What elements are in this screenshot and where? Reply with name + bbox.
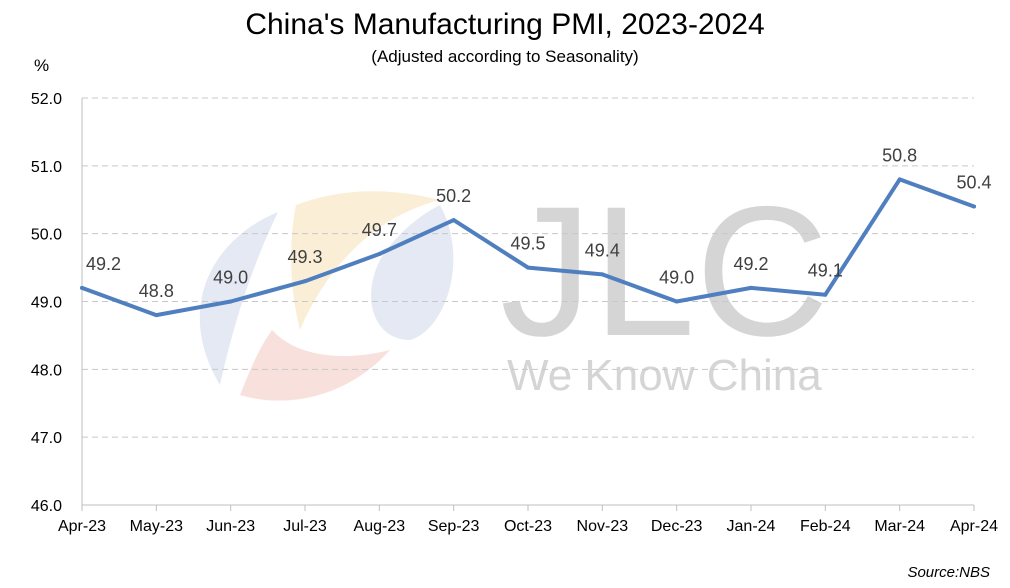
data-label: 48.8 — [139, 281, 174, 301]
data-label: 49.7 — [362, 220, 397, 240]
data-label: 49.1 — [808, 261, 843, 281]
data-label: 49.0 — [213, 268, 248, 288]
data-label: 50.8 — [882, 145, 917, 165]
jlc-watermark: JLC We Know China — [199, 169, 829, 401]
data-point — [303, 279, 307, 284]
y-tick-label: 50.0 — [31, 227, 62, 244]
watermark-yellow-petal — [291, 191, 440, 330]
source-note: Source:NBS — [907, 564, 990, 581]
data-label: 49.2 — [733, 254, 768, 274]
data-label: 49.3 — [287, 247, 322, 267]
y-tick-label: 47.0 — [31, 430, 62, 447]
watermark-red-petal — [240, 330, 390, 401]
data-label: 49.5 — [510, 234, 545, 254]
data-label: 50.4 — [956, 173, 991, 193]
data-point — [972, 204, 976, 209]
data-label: 50.2 — [436, 186, 471, 206]
x-tick-label: Mar-24 — [874, 518, 925, 535]
watermark-tagline: We Know China — [507, 351, 822, 400]
data-point — [526, 265, 530, 270]
x-tick-label: Feb-24 — [800, 518, 851, 535]
y-tick-label: 52.0 — [31, 91, 62, 108]
x-tick-label: Apr-23 — [58, 518, 106, 535]
y-tick-label: 49.0 — [31, 295, 62, 312]
data-label: 49.2 — [86, 254, 121, 274]
series-pmi — [80, 177, 976, 318]
chart-title: China's Manufacturing PMI, 2023-2024 — [245, 8, 765, 41]
data-label: 49.0 — [659, 268, 694, 288]
x-tick-label: Nov-23 — [577, 518, 629, 535]
y-tick-labels: 46.0 47.0 48.0 49.0 50.0 51.0 52.0 — [31, 91, 62, 515]
data-point — [897, 177, 902, 182]
x-tick-label: Dec-23 — [651, 518, 703, 535]
x-tick-label: Jul-23 — [283, 518, 327, 535]
y-tick-label: 46.0 — [31, 498, 62, 515]
x-tick-label: Jan-24 — [727, 518, 776, 535]
y-tick-label: 48.0 — [31, 362, 62, 379]
x-tick-labels: Apr-23 May-23 Jun-23 Jul-23 Aug-23 Sep-23 Oct-… — [58, 518, 998, 535]
data-point — [451, 218, 456, 223]
data-point — [228, 299, 233, 304]
y-axis-unit: % — [34, 56, 50, 75]
data-point — [154, 313, 159, 318]
data-point — [600, 272, 605, 277]
watermark-blue-blob — [371, 205, 454, 340]
data-point — [80, 285, 84, 290]
data-point — [377, 252, 382, 257]
chart-subtitle: (Adjusted according to Seasonality) — [371, 47, 639, 66]
x-tick-label: Sep-23 — [428, 518, 480, 535]
x-tick-label: Aug-23 — [354, 518, 406, 535]
axes — [81, 98, 975, 511]
x-tick-label: Oct-23 — [504, 518, 552, 535]
data-label: 49.4 — [585, 240, 620, 260]
data-point — [749, 285, 753, 290]
x-tick-label: May-23 — [130, 518, 183, 535]
y-tick-label: 51.0 — [31, 159, 62, 176]
x-tick-label: Apr-24 — [950, 518, 998, 535]
gridlines — [82, 97, 974, 438]
data-point — [674, 299, 679, 304]
data-labels: 49.2 48.8 49.0 49.3 49.7 50.2 49.5 49.4 49.0 49.2… — [86, 145, 992, 301]
data-point — [823, 292, 828, 297]
x-tick-label: Jun-23 — [206, 518, 255, 535]
